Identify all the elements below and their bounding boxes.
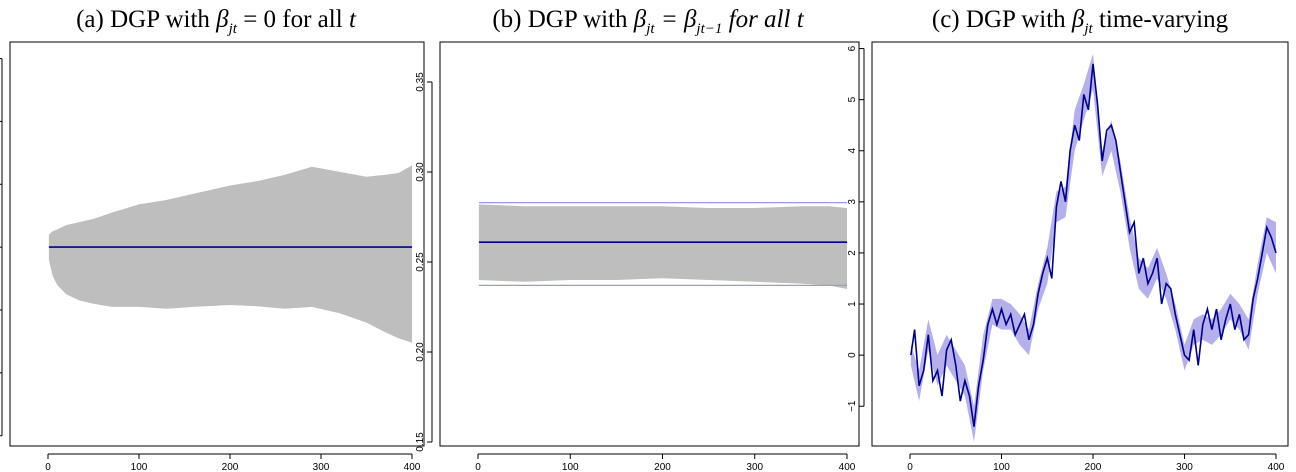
plot-frame xyxy=(439,41,860,447)
x-tick-label: 100 xyxy=(131,462,148,472)
x-tick-label: 200 xyxy=(1085,462,1102,472)
y-tick-label: 3 xyxy=(847,199,858,205)
panel-title: (b) DGP with βjt = βjt−1 for all t xyxy=(432,6,864,38)
x-tick-label: 400 xyxy=(839,462,856,472)
x-tick-label: 0 xyxy=(45,462,51,472)
panel-title: (c) DGP with βjt time-varying xyxy=(864,6,1296,38)
credible-band xyxy=(910,53,1276,442)
title-text: = 0 for all xyxy=(236,6,349,33)
title-math: β xyxy=(216,6,229,33)
y-tick-label: −1 xyxy=(847,400,858,412)
x-tick-label: 300 xyxy=(1176,462,1193,472)
x-tick-label: 300 xyxy=(313,462,330,472)
panel-b: (b) DGP with βjt = βjt−1 for all t 0 100 2… xyxy=(415,0,864,472)
y-tick-label: 0.35 xyxy=(415,72,426,92)
x-tick-label: 400 xyxy=(1268,462,1285,472)
y-tick-label: 0.20 xyxy=(415,342,426,362)
y-tick-label: 2 xyxy=(847,250,858,256)
y-tick-label: 0.15 xyxy=(415,432,426,452)
panel-title: (a) DGP with βjt = 0 for all t xyxy=(0,6,432,38)
y-tick-label: 1 xyxy=(847,301,858,307)
x-tick-label: 0 xyxy=(475,462,481,472)
chart-a: 0100200300400−0.03−0.02−0.010.000.010.02… xyxy=(0,41,425,472)
y-tick-label: 4 xyxy=(847,148,858,154)
x-tick-label: 300 xyxy=(746,462,763,472)
title-text: (a) DGP with xyxy=(76,6,217,33)
plot-frame xyxy=(9,41,425,447)
title-subscript: jt xyxy=(1084,21,1093,37)
x-tick-label: 200 xyxy=(222,462,239,472)
title-math: t xyxy=(348,6,356,33)
title-math: = β xyxy=(654,6,697,33)
title-text: time-varying xyxy=(1092,6,1229,33)
y-tick-label: 5 xyxy=(847,96,858,102)
chart-b: 0 100 200 300 400 0.15 0.20 0.25 0.30 0.35 xyxy=(415,41,860,472)
x-tick-label: 100 xyxy=(562,462,579,472)
panel-a: (a) DGP with βjt = 0 for all t 0 100 200 30… xyxy=(0,0,432,472)
x-tick-label: 0 xyxy=(907,462,913,472)
credible-band xyxy=(48,165,413,343)
plot-frame xyxy=(871,41,1289,447)
x-tick-label: 200 xyxy=(654,462,671,472)
title-subscript: jt xyxy=(228,21,237,37)
y-tick-label: 6 xyxy=(847,45,858,51)
y-tick-label: 0.25 xyxy=(415,252,426,272)
title-subscript: jt xyxy=(646,21,655,37)
credible-band xyxy=(478,204,847,289)
x-tick-label: 400 xyxy=(404,462,421,472)
title-text: (c) DGP with xyxy=(931,6,1072,33)
chart-c: 0 100 200 300 400 −1 0 1 2 3 4 5 6 xyxy=(847,41,1289,472)
panel-c: (c) DGP with βjt time-varying 0 100 200 300… xyxy=(847,0,1296,472)
title-math: β xyxy=(633,6,647,33)
title-subscript: jt−1 xyxy=(696,21,723,37)
estimate-line xyxy=(910,63,1277,427)
y-tick-label: 0.30 xyxy=(415,162,426,182)
title-math: β xyxy=(1071,6,1085,33)
title-text: (b) DGP with xyxy=(492,6,634,33)
y-tick-label: 0 xyxy=(847,352,858,358)
title-text: for all t xyxy=(722,6,804,33)
x-tick-label: 100 xyxy=(993,462,1010,472)
